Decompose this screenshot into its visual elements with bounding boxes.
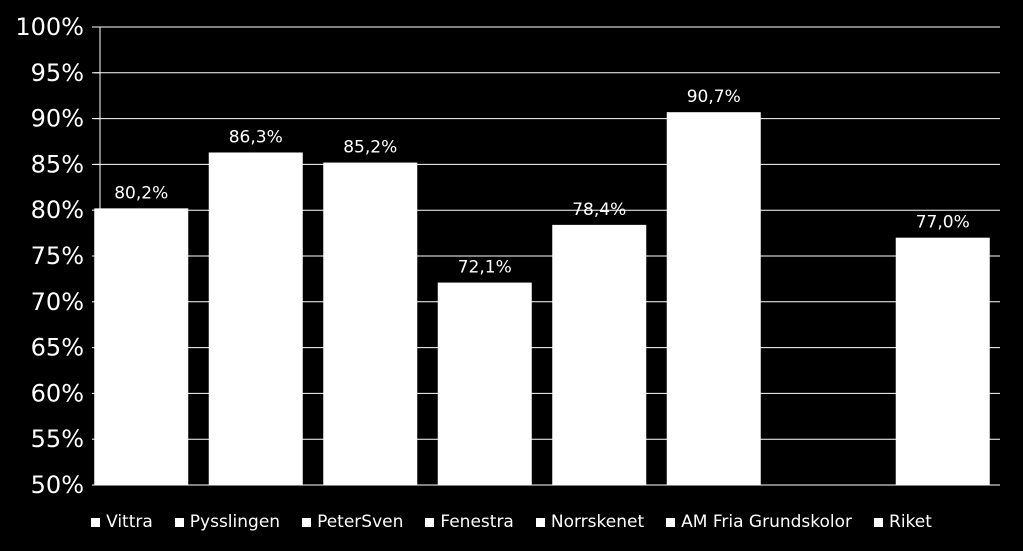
legend-item: PeterSven xyxy=(302,512,403,532)
y-tick-label: 80% xyxy=(31,196,84,224)
bar-am-fria-grundskolor xyxy=(666,112,761,486)
bar-pysslingen xyxy=(208,152,303,485)
y-tick-label: 70% xyxy=(31,288,84,316)
y-tick-label: 60% xyxy=(31,379,84,407)
y-tick-label: 50% xyxy=(31,471,84,499)
y-tick-label: 85% xyxy=(31,150,84,178)
y-tick-label: 90% xyxy=(31,105,84,133)
legend-item: Pysslingen xyxy=(174,512,281,532)
data-label: 78,4% xyxy=(572,200,626,220)
legend-label: Norrskenet xyxy=(550,512,645,532)
data-label: 90,7% xyxy=(687,87,741,107)
legend-item: Fenestra xyxy=(425,512,514,532)
legend-swatch xyxy=(535,517,545,527)
bar-riket xyxy=(895,237,990,485)
legend-swatch xyxy=(425,517,435,527)
legend-item: AM Fria Grundskolor xyxy=(666,512,852,532)
bar-fenestra xyxy=(437,282,532,485)
y-tick-label: 55% xyxy=(31,425,84,453)
legend-label: Fenestra xyxy=(440,512,514,532)
y-tick-label: 95% xyxy=(31,59,84,87)
bar-chart: 50% 55% 60% 65% 70% 75% 80% 85% 90% 95% 100% 80,2% 8… xyxy=(15,13,1000,499)
legend-swatch xyxy=(91,517,101,527)
data-label: 77,0% xyxy=(916,213,970,233)
legend-item: Riket xyxy=(874,512,932,532)
y-tick-label: 100% xyxy=(15,13,84,41)
bar-vittra xyxy=(94,208,189,486)
y-tick-label: 65% xyxy=(31,334,84,362)
legend-label: Riket xyxy=(889,512,932,532)
legend-swatch xyxy=(302,517,312,527)
legend-item: Vittra xyxy=(91,512,153,532)
legend-swatch xyxy=(874,517,884,527)
legend-label: AM Fria Grundskolor xyxy=(681,512,853,532)
legend-label: Pysslingen xyxy=(189,512,281,532)
legend-label: PeterSven xyxy=(317,512,404,532)
data-label: 86,3% xyxy=(229,127,283,147)
y-tick-label: 75% xyxy=(31,242,84,270)
legend-label: Vittra xyxy=(106,512,153,532)
data-label: 85,2% xyxy=(343,138,397,158)
legend-swatch xyxy=(666,517,676,527)
bar-norrskenet xyxy=(552,224,647,485)
data-label: 72,1% xyxy=(458,258,512,278)
data-label: 80,2% xyxy=(114,183,168,203)
bar-petersven xyxy=(323,162,418,485)
legend-item: Norrskenet xyxy=(535,512,645,532)
chart-legend: Vittra Pysslingen PeterSven Fenestra Norrske… xyxy=(0,507,1023,537)
legend-swatch xyxy=(174,517,184,527)
